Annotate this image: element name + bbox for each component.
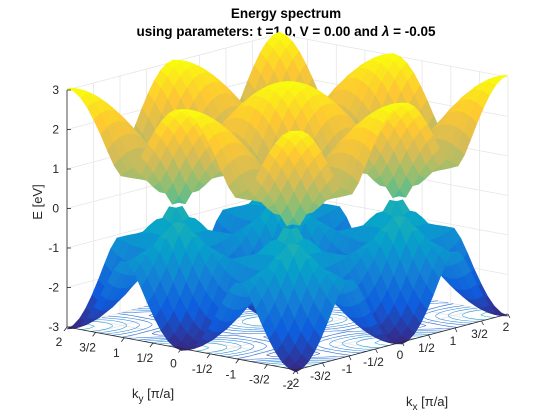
z-tick-label: 0	[52, 202, 59, 216]
chart-title: Energy spectrum	[231, 6, 341, 21]
x-tick-label: 1/2	[418, 341, 435, 355]
y-tick-label: 0	[170, 357, 177, 371]
x-axis-label-unit: [π/a]	[418, 394, 449, 409]
x-tick	[454, 327, 458, 333]
x-tick	[295, 369, 299, 375]
z-tick-label: -3	[48, 320, 59, 334]
x-tick	[322, 362, 325, 368]
x-tick-label: 2	[503, 320, 510, 334]
y-tick-label: -1	[225, 367, 236, 381]
y-tick-label: 1	[113, 346, 120, 360]
x-tick	[481, 320, 484, 326]
y-tick	[149, 342, 154, 348]
x-axis-label-main: k	[406, 394, 413, 409]
x-tick	[507, 313, 511, 319]
chart-subtitle: using parameters: t =1.0, V = 0.00 and λ…	[136, 24, 436, 39]
y-tick-label: -1/2	[192, 362, 213, 376]
upper-band-surface	[66, 31, 509, 226]
y-tick	[178, 348, 182, 353]
y-tick	[264, 364, 268, 369]
y-axis-label: ky [π/a]	[132, 386, 174, 405]
y-tick-label: 3/2	[79, 340, 96, 354]
y-axis-label-main: k	[132, 386, 139, 401]
band-surfaces	[66, 31, 509, 373]
y-axis-label-sub: y	[139, 394, 144, 405]
z-tick-label: 2	[52, 123, 59, 137]
y-tick	[206, 353, 211, 359]
x-axis-label-sub: x	[413, 402, 418, 413]
x-tick-label: -1/2	[363, 355, 384, 369]
z-tick-label: -1	[48, 241, 59, 255]
y-tick	[235, 359, 240, 364]
x-tick	[401, 341, 405, 347]
surface-patch	[288, 130, 303, 134]
x-tick-label: -3/2	[310, 369, 331, 383]
y-tick-label: -2	[283, 378, 294, 392]
y-tick-label: 2	[56, 335, 63, 349]
z-axis-label: E [eV]	[30, 184, 45, 219]
y-axis-label-unit: [π/a]	[144, 386, 175, 401]
x-tick	[428, 334, 431, 340]
x-tick	[375, 348, 378, 354]
x-tick	[348, 355, 352, 361]
y-tick-label: 1/2	[137, 351, 154, 365]
x-tick-label: 3/2	[471, 327, 488, 341]
z-tick-label: 1	[52, 162, 59, 176]
x-tick-label: 1	[450, 334, 457, 348]
y-tick	[63, 326, 68, 332]
x-tick-label: -2	[289, 376, 300, 390]
x-tick-label: 0	[397, 348, 404, 362]
z-tick-label: 3	[52, 83, 59, 97]
y-tick-label: -3/2	[249, 373, 270, 387]
x-axis-label: kx [π/a]	[406, 394, 448, 413]
y-tick	[92, 332, 96, 337]
x-tick-label: -1	[342, 362, 353, 376]
z-tick-label: -2	[48, 281, 59, 295]
y-tick	[120, 337, 125, 343]
surface-patch	[288, 363, 303, 373]
axes: -2 -3/2 -1 -1/2 0 1/2 1 3/2 2 -2 -3/2 -1 -1/2 0 1/2 1 3/…	[48, 83, 511, 392]
lambda-symbol: λ	[381, 24, 390, 39]
y-tick	[292, 369, 297, 375]
